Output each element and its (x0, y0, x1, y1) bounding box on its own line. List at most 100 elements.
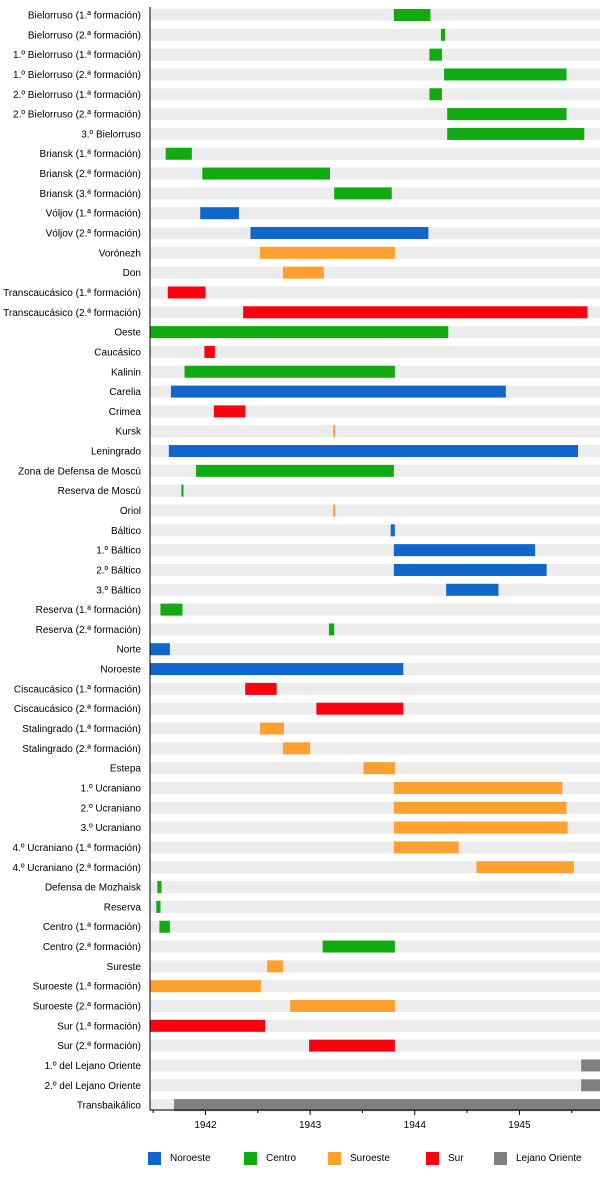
bar (440, 28, 446, 41)
gantt-row: 4.º Ucraniano (1.ª formación) (12, 841, 600, 854)
row-label: 2.º Ucraniano (81, 803, 142, 814)
gantt-row: Transcaucásico (2.ª formación) (3, 306, 600, 319)
gantt-row: 3.º Báltico (96, 583, 600, 596)
row-label: Sur (2.ª formación) (57, 1041, 141, 1052)
row-label: Vóljov (1.ª formación) (46, 209, 141, 220)
row-label: Reserva (1.ª formación) (36, 605, 141, 616)
row-background (150, 425, 600, 438)
gantt-row: Sur (1.ª formación) (57, 1019, 600, 1032)
bar (250, 227, 429, 240)
row-label: Transcaucásico (1.ª formación) (3, 288, 141, 299)
bar (476, 861, 574, 874)
bar (157, 881, 162, 894)
bar (245, 682, 277, 695)
bar (165, 147, 192, 160)
bar (363, 762, 395, 775)
gantt-row: Carelia (109, 385, 600, 398)
bar (196, 464, 394, 477)
bar (393, 544, 536, 557)
row-label: Carelia (109, 387, 141, 398)
gantt-row: Briansk (1.ª formación) (39, 147, 600, 160)
row-label: Don (123, 268, 141, 279)
gantt-row: Stalingrado (2.ª formación) (22, 742, 600, 755)
gantt-row: Transcaucásico (1.ª formación) (3, 286, 600, 299)
row-background (150, 881, 600, 894)
bar (150, 643, 170, 656)
bar (393, 563, 547, 576)
gantt-row: Suroeste (1.ª formación) (33, 980, 600, 993)
row-label: Briansk (1.ª formación) (39, 149, 141, 160)
row-label: Transcaucásico (2.ª formación) (3, 308, 141, 319)
bar (200, 207, 239, 220)
bar (174, 1099, 600, 1112)
legend-label: Suroeste (350, 1153, 391, 1164)
bar (204, 345, 215, 358)
bar (156, 900, 161, 913)
bar (581, 1059, 600, 1072)
gantt-row: 1.º Ucraniano (81, 781, 600, 794)
row-background (150, 900, 600, 913)
row-label: Oeste (114, 328, 141, 339)
legend-item: Suroeste (328, 1152, 390, 1165)
row-label: Reserva de Moscú (58, 486, 141, 497)
bar (159, 920, 170, 933)
row-background (150, 524, 600, 537)
bar (267, 960, 283, 973)
gantt-row: 2.º Ucraniano (81, 801, 600, 814)
row-label: Caucásico (94, 347, 141, 358)
gantt-row: Sur (2.ª formación) (57, 1039, 600, 1052)
legend-swatch (328, 1152, 341, 1165)
row-label: Crimea (109, 407, 142, 418)
row-label: 3.º Ucraniano (81, 823, 142, 834)
bar (309, 1039, 395, 1052)
row-label: Ciscaucásico (2.ª formación) (14, 704, 141, 715)
bar (282, 266, 324, 279)
row-label: 1.º Ucraniano (81, 783, 142, 794)
row-label: 2.º Bielorruso (2.ª formación) (13, 110, 141, 121)
gantt-row: Kalinin (111, 365, 600, 378)
gantt-row: Oeste (114, 326, 600, 339)
row-background (150, 147, 600, 160)
row-label: Suroeste (2.ª formación) (33, 1002, 141, 1013)
gantt-row: Crimea (109, 405, 600, 418)
gantt-row: 1.º del Lejano Oriente (45, 1059, 600, 1072)
bar (168, 445, 579, 458)
row-label: 2.º del Lejano Oriente (45, 1081, 142, 1092)
legend: Noroeste Centro Suroeste Sur Lejano Oriente (0, 1152, 600, 1168)
row-label: Kursk (115, 427, 142, 438)
legend-item: Lejano Oriente (494, 1152, 582, 1165)
bar (429, 88, 442, 101)
x-tick-label: 1943 (299, 1120, 322, 1131)
gantt-row: Ciscaucásico (2.ª formación) (14, 702, 600, 715)
bar (316, 702, 404, 715)
bar (328, 623, 335, 636)
row-label: Báltico (111, 526, 141, 537)
bar (581, 1079, 600, 1092)
row-background (150, 286, 600, 299)
row-background (150, 742, 600, 755)
row-background (150, 345, 600, 358)
row-label: Oriol (120, 506, 141, 517)
row-label: Suroeste (1.ª formación) (33, 982, 141, 993)
gantt-row: Reserva de Moscú (58, 484, 600, 497)
bar (282, 742, 311, 755)
row-label: Stalingrado (1.ª formación) (22, 724, 141, 735)
row-label: 4.º Ucraniano (2.ª formación) (12, 863, 141, 874)
gantt-row: Defensa de Mozhaisk (45, 881, 600, 894)
gantt-row: Stalingrado (1.ª formación) (22, 722, 600, 735)
gantt-row: Briansk (3.ª formación) (39, 187, 600, 200)
row-background (150, 920, 600, 933)
bar (393, 841, 459, 854)
gantt-row: Norte (117, 643, 600, 656)
legend-swatch (426, 1152, 439, 1165)
bar (447, 108, 567, 121)
row-label: Vorónezh (99, 248, 141, 259)
row-background (150, 88, 600, 101)
row-label: Sureste (107, 962, 142, 973)
row-label: Ciscaucásico (1.ª formación) (14, 684, 141, 695)
row-label: Reserva (2.ª formación) (36, 625, 141, 636)
gantt-row: Briansk (2.ª formación) (39, 167, 600, 180)
gantt-row: Vóljov (2.ª formación) (46, 227, 600, 240)
legend-label: Centro (266, 1153, 297, 1164)
gantt-row: Sureste (107, 960, 600, 973)
